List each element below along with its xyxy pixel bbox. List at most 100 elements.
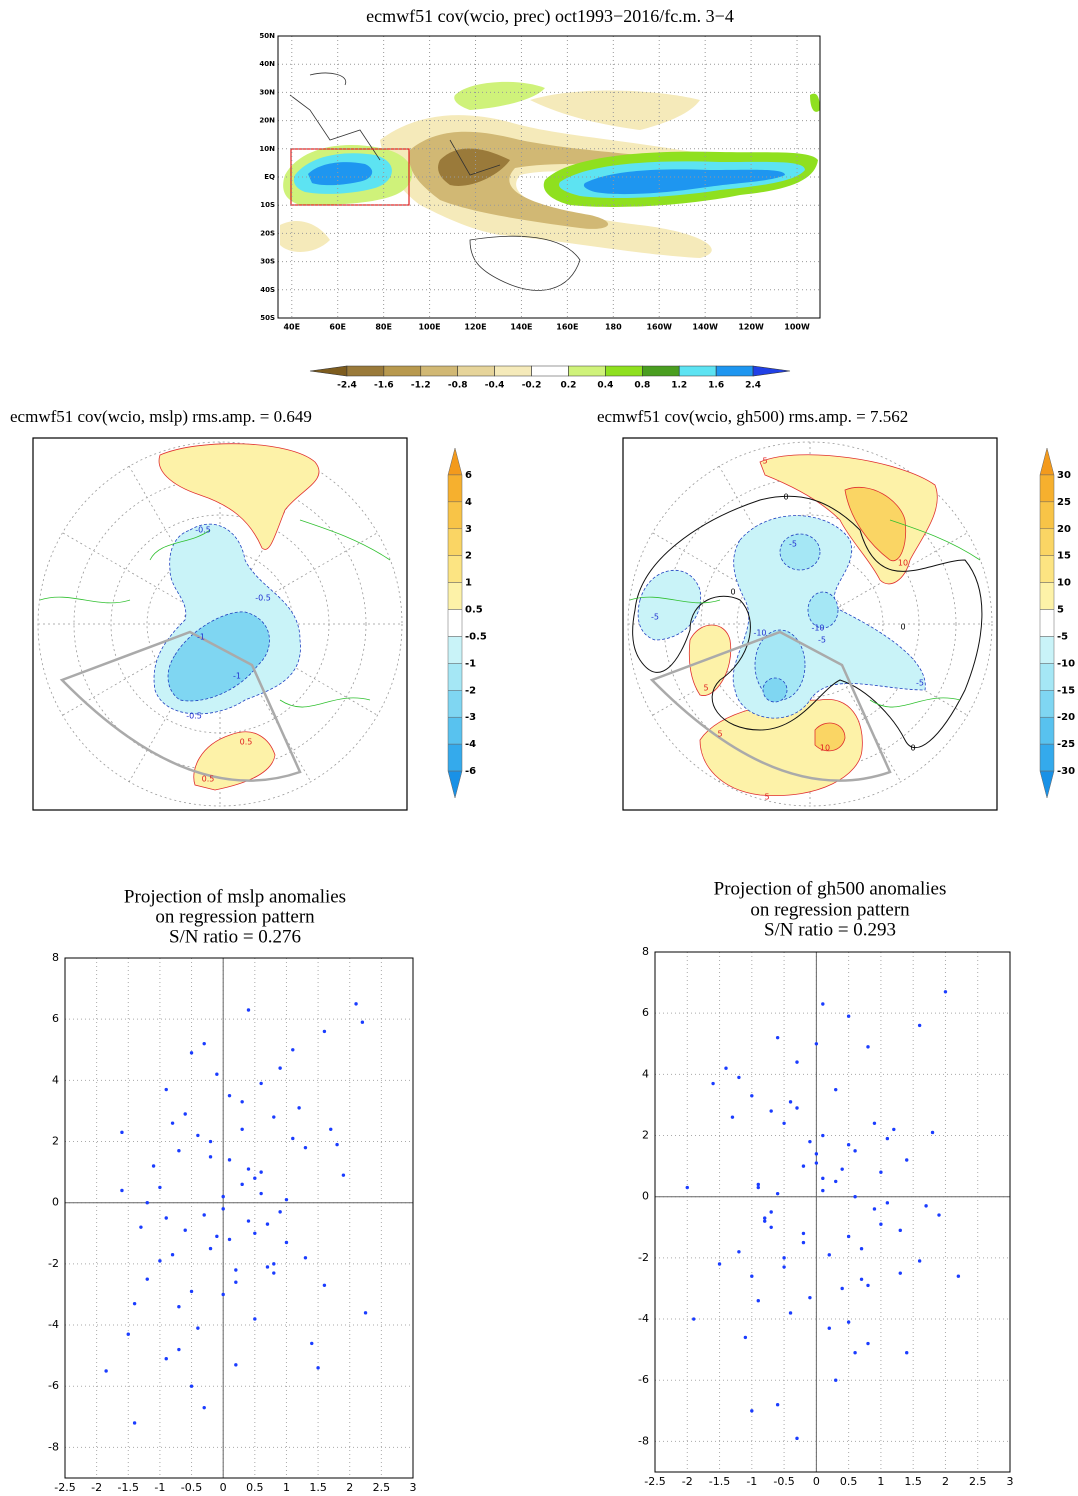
point (363, 1311, 368, 1315)
point (329, 1127, 333, 1131)
colorbar-swatch (420, 365, 458, 377)
coastline (629, 519, 981, 708)
point (310, 1341, 314, 1346)
point (853, 1351, 857, 1355)
colorbar-label: -0.8 (448, 381, 468, 391)
chart-title: S/N ratio = 0.276 (169, 926, 301, 947)
colorbar-swatch (447, 528, 463, 556)
point (905, 1351, 909, 1355)
point (711, 1081, 715, 1086)
point (879, 1222, 883, 1226)
y-tick-label: -4 (638, 1312, 649, 1325)
x-tick-label: 0 (220, 1481, 227, 1494)
colorbar-label: -0.2 (522, 381, 542, 391)
colorbar-swatch (642, 365, 680, 377)
contour-label: -5 (789, 540, 797, 549)
colorbar-swatch (346, 365, 385, 377)
colorbar-swatch (1039, 716, 1055, 745)
point (259, 1170, 263, 1174)
field-green-e (810, 93, 820, 112)
zero-contour (632, 495, 983, 749)
point (341, 1173, 346, 1177)
point (126, 1332, 130, 1336)
point (208, 1155, 213, 1159)
point (782, 1265, 786, 1269)
colorbar-label: -5 (1057, 631, 1068, 642)
contour-label: -10 (811, 624, 824, 633)
y-tick-label: 2 (642, 1129, 649, 1142)
point (788, 1311, 793, 1315)
colorbar-label: -1.2 (411, 381, 431, 391)
plot-frame (64, 957, 414, 1479)
colorbar-label: -2 (465, 685, 476, 696)
point (284, 1240, 289, 1245)
x-tick-label: 80E (375, 323, 392, 332)
point (234, 1363, 238, 1367)
field-dark-brown (438, 148, 510, 186)
positive-core (814, 722, 846, 752)
point (872, 1207, 877, 1211)
point (866, 1341, 870, 1346)
point (234, 1280, 238, 1284)
colorbar-label: 6 (465, 470, 472, 481)
point (801, 1231, 806, 1236)
positive-core (844, 486, 907, 562)
point (104, 1369, 108, 1373)
point (158, 1259, 162, 1263)
y-tick-label: 30N (259, 88, 275, 96)
point (795, 1060, 799, 1064)
point (240, 1182, 244, 1187)
colorbar-label: 0.4 (597, 381, 613, 391)
point (253, 1231, 257, 1235)
contour-label: 10 (898, 559, 908, 568)
chart-title: on regression pattern (155, 906, 315, 927)
colorbar-label: 2.4 (745, 381, 761, 391)
colorbar-swatch (1039, 636, 1055, 664)
point (208, 1139, 213, 1144)
point (322, 1283, 327, 1287)
point (265, 1222, 270, 1226)
point (834, 1378, 838, 1382)
x-tick-label: -2 (91, 1481, 102, 1494)
colorbar-label: -0.5 (465, 631, 487, 642)
colorbar-swatch (447, 663, 463, 691)
point (246, 1008, 251, 1012)
colorbar-swatch (447, 501, 463, 530)
point (221, 1292, 225, 1297)
point (196, 1133, 200, 1138)
point (750, 1409, 754, 1413)
point (795, 1106, 799, 1110)
colorbar-swatch (1039, 528, 1055, 556)
field-green-n (454, 81, 545, 110)
colorbar-label: -1 (465, 658, 476, 669)
y-tick-label: 6 (642, 1006, 649, 1019)
contour-label: 0 (783, 493, 788, 502)
x-tick-label: 1.5 (309, 1481, 327, 1494)
colorbar-label: 2 (465, 551, 472, 562)
point (866, 1045, 870, 1049)
contour-label: 5 (762, 457, 767, 466)
point (814, 1042, 819, 1046)
point (898, 1271, 902, 1275)
point (795, 1436, 799, 1441)
point (335, 1142, 339, 1147)
contour-label: 0 (910, 744, 915, 753)
point (183, 1228, 187, 1232)
point (189, 1384, 194, 1388)
contour-label: 0.5 (202, 775, 215, 784)
negative-cores (754, 533, 839, 703)
point (859, 1277, 864, 1281)
contour-label: -0.5 (255, 594, 271, 603)
colorbar-label: 20 (1057, 524, 1071, 535)
field-blue-w (308, 162, 373, 186)
chart-title: Projection of mslp anomalies (124, 886, 346, 907)
point (240, 1100, 244, 1104)
point (892, 1127, 896, 1132)
point (139, 1225, 143, 1229)
point (821, 1188, 825, 1193)
point (924, 1204, 928, 1208)
map-frame (622, 437, 998, 811)
colorbar-swatch (678, 365, 717, 377)
colorbar-swatch (383, 365, 422, 377)
point (821, 1002, 825, 1006)
